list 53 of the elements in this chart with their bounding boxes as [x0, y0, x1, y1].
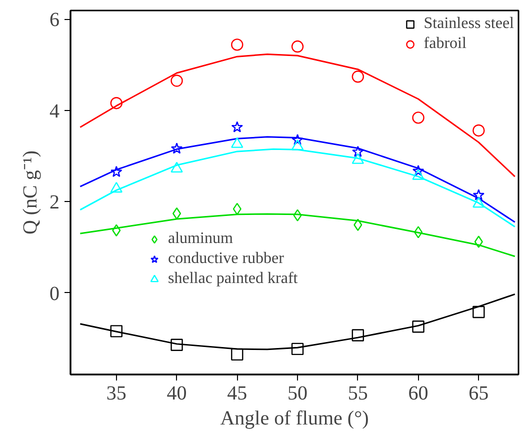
y-tick-label: 0	[50, 282, 60, 305]
legend-label: Stainless steel	[424, 15, 514, 33]
point	[110, 166, 122, 178]
point	[472, 124, 485, 137]
point	[472, 189, 484, 200]
x-tick-label: 60	[408, 382, 428, 404]
point	[472, 196, 485, 208]
point	[412, 164, 424, 176]
point	[231, 348, 244, 361]
point	[412, 112, 424, 124]
y-tick-label: 4	[50, 100, 60, 122]
point	[231, 38, 244, 51]
x-tick-label: 55	[348, 382, 368, 404]
line-series	[79, 54, 516, 178]
x-tick-label: 40	[166, 382, 187, 404]
legend-label: shellac painted kraft	[168, 270, 298, 288]
point	[474, 236, 483, 248]
x-axis-title: Angle of flume (°)	[220, 408, 369, 430]
point	[472, 306, 485, 318]
point	[231, 137, 244, 148]
point	[112, 224, 121, 236]
y-tick-label: 2	[50, 192, 60, 214]
point	[414, 226, 423, 238]
x-tick-label: 50	[288, 382, 308, 404]
point	[110, 182, 122, 193]
point	[292, 134, 304, 146]
legend-label: fabroil	[424, 35, 466, 53]
point	[352, 146, 364, 157]
point	[170, 142, 183, 154]
y-axis-title: Q (nC g⁻¹)	[20, 150, 42, 235]
point	[110, 97, 122, 110]
point	[110, 325, 122, 338]
point	[291, 139, 304, 150]
point	[412, 169, 424, 180]
point	[293, 209, 302, 222]
point	[291, 40, 304, 53]
point	[352, 153, 364, 164]
x-tick-label: 65	[468, 382, 489, 404]
point	[291, 342, 304, 356]
point	[352, 329, 364, 342]
point	[231, 121, 243, 132]
x-tick-label: 45	[227, 382, 248, 404]
legend-label: aluminum	[168, 230, 233, 248]
point	[352, 70, 364, 83]
point	[412, 320, 424, 333]
legend-label: conductive rubber	[168, 250, 284, 268]
x-tick-label: 35	[106, 382, 126, 404]
point	[170, 74, 183, 87]
point	[170, 338, 183, 351]
point	[354, 218, 362, 231]
point	[170, 162, 183, 173]
point	[172, 207, 182, 220]
y-tick-label: 6	[50, 9, 60, 32]
